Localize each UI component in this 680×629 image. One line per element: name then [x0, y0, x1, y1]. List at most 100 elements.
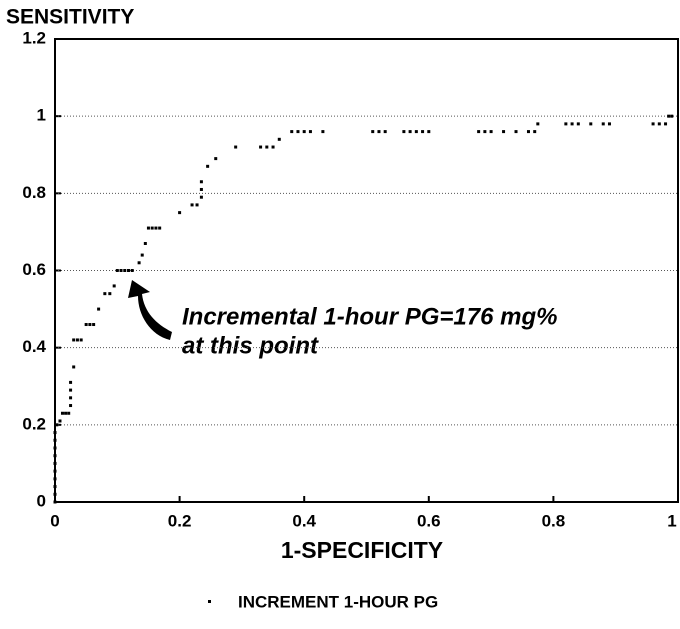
point [69, 380, 73, 384]
y-tick-label: 1 [37, 106, 46, 125]
point [130, 269, 134, 272]
y-tick-label: 0 [37, 491, 46, 510]
y-tick-label: 0.8 [22, 183, 46, 202]
point [290, 130, 294, 134]
point [53, 500, 57, 504]
point [69, 404, 73, 408]
point [58, 419, 62, 423]
annotation: at this point [182, 332, 319, 359]
point [408, 130, 412, 134]
x-tick-label: 0.6 [417, 511, 441, 530]
point [103, 292, 107, 296]
x-tick-label: 0 [50, 511, 59, 530]
point [302, 130, 306, 134]
point [92, 323, 96, 327]
point [477, 130, 481, 134]
point [277, 137, 281, 141]
point [371, 130, 375, 134]
point [321, 130, 325, 134]
point [564, 122, 568, 126]
point [60, 411, 64, 415]
annotation-arrow [128, 280, 172, 340]
point [88, 323, 92, 327]
point [377, 130, 381, 134]
point [127, 269, 131, 272]
point [64, 411, 68, 415]
point [69, 388, 73, 392]
point [576, 122, 580, 126]
point [97, 307, 101, 311]
point [483, 130, 487, 134]
point [265, 145, 269, 149]
point [667, 114, 671, 118]
y-tick-label: 1.2 [22, 28, 46, 47]
point [427, 130, 431, 134]
point [657, 122, 661, 126]
point [112, 284, 116, 288]
point [143, 241, 147, 245]
point [53, 477, 57, 481]
point [664, 122, 668, 126]
point [259, 145, 263, 149]
x-axis-label: 1-SPECIFICITY [281, 537, 443, 563]
point [72, 365, 76, 369]
point [234, 145, 238, 149]
point [199, 195, 203, 199]
y-tick-label: 0.2 [22, 414, 46, 433]
plot-frame [54, 38, 679, 503]
point [421, 130, 425, 134]
annotation: Incremental 1-hour PG=176 mg% [182, 303, 557, 330]
point [601, 122, 605, 126]
point [271, 145, 275, 149]
point [514, 130, 518, 134]
point [108, 292, 112, 296]
x-tick-label: 0.8 [542, 511, 566, 530]
legend-label: INCREMENT 1-HOUR PG [238, 592, 438, 611]
point [53, 438, 57, 442]
point [72, 338, 76, 342]
point [214, 157, 218, 161]
point [75, 338, 79, 342]
chart-title: SENSITIVITY [6, 6, 134, 29]
point [296, 130, 300, 134]
point [206, 164, 210, 168]
point [308, 130, 312, 134]
x-tick-label: 1 [667, 511, 676, 530]
point [502, 130, 506, 134]
point [414, 130, 418, 134]
point [526, 130, 530, 134]
point [123, 269, 127, 272]
point [69, 396, 73, 400]
legend-marker [208, 600, 211, 603]
point [53, 446, 57, 450]
point [140, 253, 144, 257]
point [84, 323, 88, 327]
point [53, 469, 57, 473]
point [533, 130, 537, 134]
point [79, 338, 83, 342]
point [53, 454, 57, 458]
point [150, 226, 154, 230]
point [570, 122, 574, 126]
point [607, 122, 611, 126]
point [190, 203, 194, 207]
point [146, 226, 150, 230]
point [670, 114, 674, 118]
point [55, 423, 59, 427]
point [383, 130, 387, 134]
point [119, 269, 123, 272]
point [67, 411, 71, 415]
point [651, 122, 655, 126]
point [53, 485, 57, 489]
point [489, 130, 493, 134]
point [53, 461, 57, 465]
point [195, 203, 199, 207]
point [53, 431, 57, 435]
point [137, 261, 141, 265]
point [115, 269, 119, 272]
point [53, 492, 57, 496]
point [199, 187, 203, 191]
x-tick-label: 0.2 [168, 511, 192, 530]
point [199, 180, 203, 184]
